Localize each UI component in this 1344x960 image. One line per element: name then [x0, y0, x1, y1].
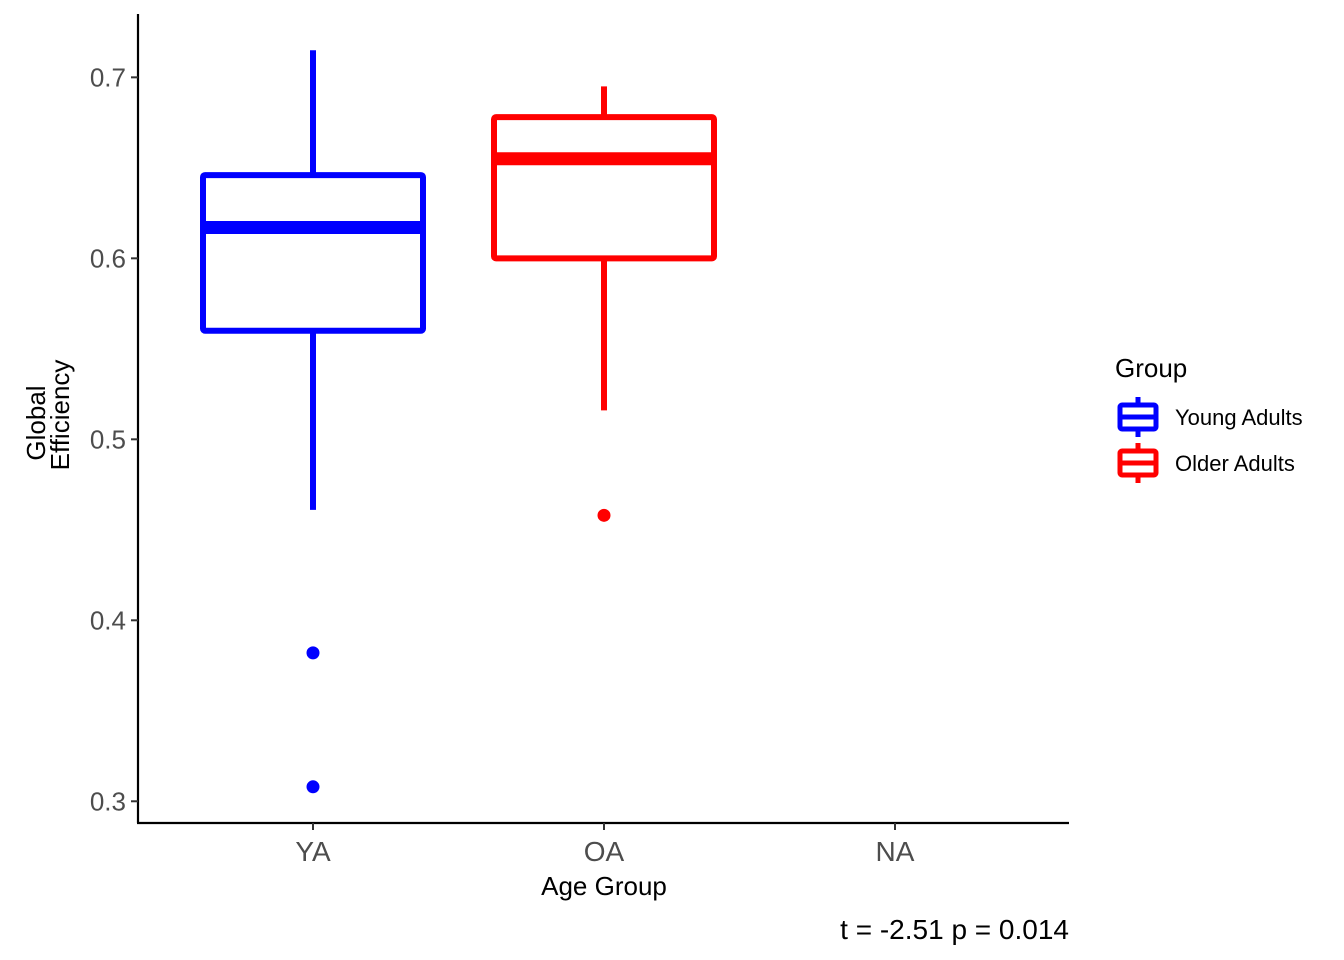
- y-tick-label: 0.5: [90, 424, 126, 454]
- x-tick-label: NA: [876, 836, 915, 867]
- iqr-box: [491, 114, 717, 262]
- x-tick-label: YA: [295, 836, 331, 867]
- y-axis-title-line-1: Global: [21, 385, 51, 460]
- legend-keys: Young Adults Older Adults: [1117, 397, 1303, 483]
- legend-label: Older Adults: [1175, 451, 1295, 476]
- stats-caption: t = -2.51 p = 0.014: [840, 914, 1069, 945]
- legend-label: Young Adults: [1175, 405, 1303, 430]
- x-axis-title: Age Group: [541, 871, 667, 901]
- y-axis-title: Global Efficiency: [21, 360, 75, 471]
- legend: Group Young Adults Older Adults: [1115, 353, 1303, 483]
- y-tick-label: 0.7: [90, 62, 126, 92]
- outlier-point: [306, 646, 320, 660]
- legend-key-oa: Older Adults: [1117, 443, 1295, 483]
- legend-title: Group: [1115, 353, 1187, 383]
- axes-layer: 0.3 0.4 0.5 0.6 0.7 YA OA NA: [90, 14, 1069, 867]
- y-tick-label: 0.3: [90, 786, 126, 816]
- outlier-point: [306, 780, 320, 794]
- outlier-point: [597, 508, 611, 522]
- y-tick-label: 0.6: [90, 243, 126, 273]
- iqr-box: [200, 172, 426, 334]
- box-ya: [200, 50, 426, 794]
- x-tick-label: OA: [584, 836, 625, 867]
- x-ticks: YA OA NA: [295, 823, 915, 867]
- y-tick-label: 0.4: [90, 605, 126, 635]
- legend-key-ya: Young Adults: [1117, 397, 1303, 437]
- y-axis-title-line-2: Efficiency: [45, 360, 75, 471]
- y-ticks: 0.3 0.4 0.5 0.6 0.7: [90, 62, 138, 816]
- box-oa: [491, 86, 717, 522]
- boxes-layer: [200, 50, 717, 794]
